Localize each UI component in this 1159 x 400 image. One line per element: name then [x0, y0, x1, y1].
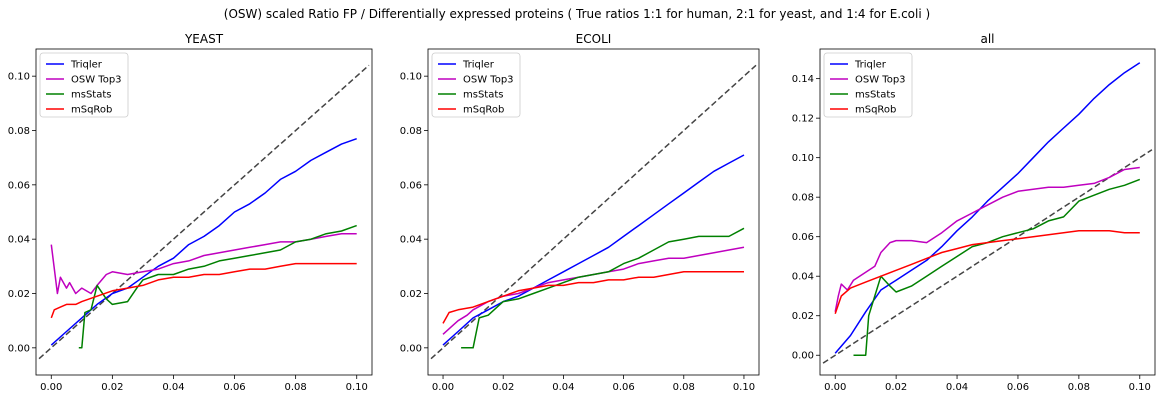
y-tick-label: 0.08 [792, 193, 814, 204]
series-line-triqler [834, 62, 1141, 354]
chart-panels: YEAST 0.00 0.02 0.04 0.06 0.08 0.10 0.00 0.02 0.0… [8, 32, 1156, 393]
x-tick-label: 0.06 [612, 382, 634, 393]
y-tick-label: 0.04 [792, 272, 814, 283]
x-tick-label: 0.00 [432, 382, 454, 393]
panel-title: all [980, 32, 994, 46]
legend-label: msStats [855, 90, 895, 101]
y-tick-label: 0.14 [792, 74, 814, 85]
x-tick-label: 0.04 [946, 382, 968, 393]
panel-title: ECOLI [576, 32, 612, 46]
series-line-osw-top3 [50, 232, 357, 295]
y-tick-label: 0.12 [792, 114, 814, 125]
chart-panel-0: YEAST 0.00 0.02 0.04 0.06 0.08 0.10 0.00 0.02 0.0… [8, 32, 373, 393]
y-tick-label: 0.00 [8, 343, 30, 354]
series-line-osw-top3 [834, 166, 1140, 312]
chart-panel-2: all 0.00 0.02 0.04 0.06 0.08 0.10 0.00 0.02 0.04 0… [792, 32, 1156, 393]
series-line-msqrob [834, 230, 1140, 315]
legend-label: OSW Top3 [463, 75, 514, 86]
y-tick-label: 0.04 [8, 235, 30, 246]
y-tick-label: 0.02 [400, 289, 422, 300]
y-tick-label: 0.06 [400, 180, 422, 191]
y-tick-label: 0.08 [400, 126, 422, 137]
series-line-msstats [78, 224, 357, 349]
x-tick-label: 0.04 [552, 382, 574, 393]
figure-suptitle: (OSW) scaled Ratio FP / Differentially e… [224, 7, 930, 21]
legend-label: OSW Top3 [71, 75, 122, 86]
axes-frame [819, 48, 1156, 376]
y-tick-label: 0.00 [400, 343, 422, 354]
legend-label: mSqRob [71, 105, 112, 116]
x-tick-label: 0.08 [285, 382, 307, 393]
legend-label: Triqler [70, 60, 103, 71]
legend-label: Triqler [854, 60, 887, 71]
legend-label: mSqRob [855, 105, 896, 116]
legend-label: mSqRob [463, 105, 504, 116]
reference-diagonal-line [38, 64, 370, 360]
y-tick-label: 0.10 [792, 153, 814, 164]
y-tick-label: 0.08 [8, 126, 30, 137]
legend-label: OSW Top3 [855, 75, 906, 86]
chart-panel-1: ECOLI 0.00 0.02 0.04 0.06 0.08 0.10 0.00 0.02 0.0… [400, 32, 760, 393]
series-line-msqrob [442, 271, 744, 324]
series-line-msstats [461, 227, 745, 349]
reference-diagonal-line [430, 64, 757, 360]
x-tick-label: 0.02 [492, 382, 514, 393]
x-tick-label: 0.06 [223, 382, 245, 393]
x-tick-label: 0.08 [673, 382, 695, 393]
x-tick-label: 0.00 [40, 382, 62, 393]
series-line-msstats [853, 178, 1141, 356]
x-tick-label: 0.10 [346, 382, 368, 393]
x-tick-label: 0.04 [162, 382, 184, 393]
y-tick-label: 0.02 [792, 311, 814, 322]
y-tick-label: 0.10 [400, 72, 422, 83]
y-tick-label: 0.00 [792, 351, 814, 362]
series-line-triqler [50, 137, 357, 346]
legend-label: Triqler [462, 60, 495, 71]
x-tick-label: 0.08 [1068, 382, 1090, 393]
legend: Triqler OSW Top3 msStats mSqRob [823, 52, 913, 118]
x-tick-label: 0.06 [1007, 382, 1029, 393]
y-tick-label: 0.06 [8, 180, 30, 191]
series-line-msqrob [50, 262, 357, 319]
legend-label: msStats [71, 90, 111, 101]
x-tick-label: 0.02 [885, 382, 907, 393]
axes-frame [35, 48, 373, 376]
x-tick-label: 0.02 [101, 382, 123, 393]
y-tick-label: 0.02 [8, 289, 30, 300]
x-tick-label: 0.10 [733, 382, 755, 393]
series-line-triqler [442, 154, 745, 346]
legend: Triqler OSW Top3 msStats mSqRob [431, 52, 521, 118]
y-tick-label: 0.04 [400, 235, 422, 246]
legend-box [823, 52, 913, 118]
reference-diagonal-line [822, 149, 1153, 364]
series-line-osw-top3 [442, 246, 745, 335]
legend-label: msStats [463, 90, 503, 101]
legend-box [39, 52, 129, 118]
legend-box [431, 52, 521, 118]
axes-frame [427, 48, 760, 376]
x-tick-label: 0.10 [1129, 382, 1151, 393]
panel-title: YEAST [184, 32, 224, 46]
x-tick-label: 0.00 [824, 382, 846, 393]
legend: Triqler OSW Top3 msStats mSqRob [39, 52, 129, 118]
y-tick-label: 0.10 [8, 72, 30, 83]
y-tick-label: 0.06 [792, 232, 814, 243]
